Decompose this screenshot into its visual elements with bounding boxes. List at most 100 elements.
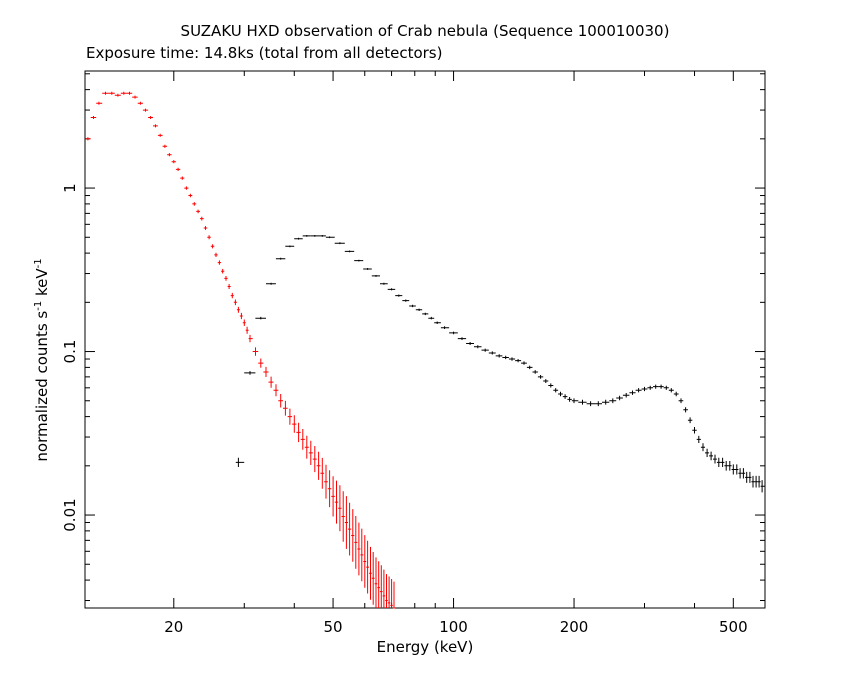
data-point [380, 282, 388, 285]
data-point [390, 579, 393, 608]
data-point [363, 535, 367, 588]
data-point [184, 186, 189, 190]
data-point [255, 316, 266, 320]
data-point [224, 276, 228, 281]
axis-ticks [85, 71, 766, 608]
data-point [327, 470, 332, 508]
data-point [334, 242, 345, 245]
data-point [716, 457, 721, 467]
data-point [266, 282, 276, 285]
x-axis-label: Energy (keV) [376, 638, 474, 656]
data-point [320, 457, 325, 489]
data-point [90, 116, 97, 119]
data-point [571, 398, 579, 404]
data-point [275, 257, 286, 260]
data-point [738, 468, 742, 479]
data-point [757, 475, 761, 488]
data-point [285, 245, 295, 248]
data-point [227, 284, 231, 289]
data-point [162, 144, 168, 148]
data-point [457, 337, 467, 340]
data-point [392, 581, 396, 609]
data-point [369, 546, 372, 600]
data-point [558, 391, 563, 397]
data-point [310, 235, 319, 237]
plot-frame [84, 70, 766, 609]
data-point [692, 427, 697, 434]
data-point [748, 471, 752, 483]
data-point [273, 384, 279, 397]
data-point [283, 400, 288, 416]
data-point [521, 361, 527, 365]
data-point [357, 522, 361, 576]
y-tick-label: 1 [61, 183, 79, 193]
data-point [735, 464, 739, 475]
data-point [395, 294, 403, 297]
data-point [709, 451, 713, 461]
data-point [616, 395, 623, 401]
x-tick-label: 50 [324, 618, 343, 636]
data-point [751, 475, 755, 488]
x-tick-label: 100 [439, 618, 468, 636]
data-point [360, 528, 364, 582]
x-tick-label: 200 [560, 618, 589, 636]
data-point [344, 496, 348, 549]
data-point [668, 388, 674, 393]
data-point [235, 457, 245, 467]
data-point [622, 393, 630, 398]
data-point [287, 408, 293, 425]
data-point [217, 260, 222, 265]
data-point [763, 480, 766, 493]
data-point [221, 268, 225, 274]
chart-subtitle: Exposure time: 14.8ks (total from all de… [86, 44, 443, 62]
data-point [380, 565, 383, 608]
data-point [700, 443, 705, 452]
data-point [302, 235, 311, 237]
data-point [377, 561, 380, 608]
data-point [586, 401, 595, 407]
data-point [137, 101, 143, 105]
data-point [387, 288, 396, 291]
data-point [331, 476, 335, 517]
data-point [351, 509, 355, 562]
data-point [409, 304, 416, 308]
data-point [120, 91, 127, 95]
data-point [532, 370, 538, 374]
data-point [382, 569, 386, 608]
chart-title: SUZAKU HXD observation of Crab nebula (S… [180, 22, 670, 40]
series-1 [235, 235, 766, 493]
data-point [207, 235, 211, 240]
data-point [731, 464, 735, 475]
data-point [258, 358, 264, 368]
data-point [745, 471, 749, 483]
data-point [312, 446, 317, 473]
data-point [567, 397, 572, 402]
data-point [157, 133, 163, 137]
data-point [578, 399, 587, 405]
data-point [434, 321, 441, 324]
data-point [244, 371, 256, 375]
data-point [653, 384, 659, 389]
data-point [192, 202, 197, 206]
data-point [387, 576, 391, 608]
data-point [325, 236, 335, 239]
data-marks [85, 91, 766, 609]
data-point [705, 448, 710, 457]
data-point [696, 435, 701, 443]
data-point [562, 394, 568, 399]
data-point [171, 160, 176, 164]
data-point [658, 384, 664, 389]
data-point [366, 540, 369, 594]
data-point [188, 193, 193, 198]
data-point [248, 334, 253, 343]
data-point [167, 153, 172, 157]
data-point [402, 299, 410, 302]
data-point [132, 95, 138, 99]
data-point [371, 552, 375, 605]
data-point [553, 388, 559, 393]
data-point [148, 116, 153, 119]
data-point [374, 557, 378, 608]
data-point [502, 355, 509, 360]
data-point [236, 306, 240, 313]
